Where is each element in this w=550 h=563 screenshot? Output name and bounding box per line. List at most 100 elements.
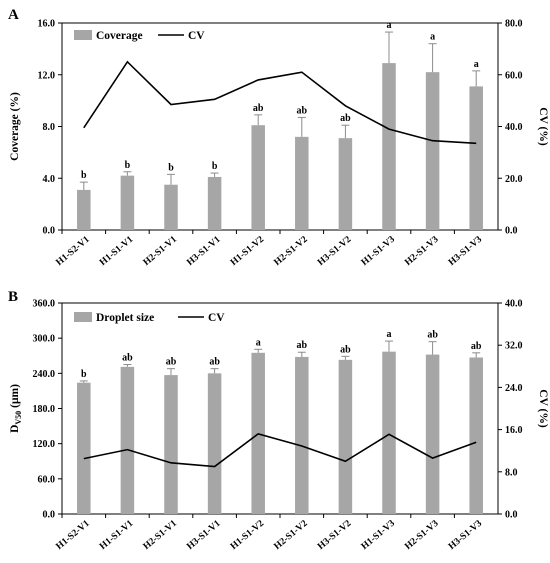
panel-a-y2-axis-label: CV (%) — [537, 107, 549, 146]
bar — [251, 125, 265, 230]
bar — [382, 63, 396, 231]
y-tick-label: 360.0 — [33, 299, 56, 310]
legend-droplet-size-swatch — [74, 312, 92, 322]
panel-b-chart: B 0.0 60.0 120.0 180.0 240.0 300.0 360.0 0.0 8.0… — [8, 289, 549, 552]
legend-droplet-size-label: Droplet size — [96, 312, 154, 324]
x-category-label: H1-S2-V1 — [55, 518, 92, 552]
panel-b-y2-axis-label: CV (%) — [537, 389, 549, 428]
y2-tick-label: 20.0 — [505, 174, 523, 185]
y2-tick-label: 8.0 — [505, 467, 518, 478]
x-category-label: H2-S1-V2 — [273, 518, 310, 552]
y2-tick-label: 60.0 — [505, 70, 523, 81]
significance-label: a — [430, 32, 435, 43]
y2-tick-label: 16.0 — [505, 425, 523, 436]
bar — [295, 356, 309, 514]
y-tick-label: 180.0 — [33, 404, 56, 415]
significance-label: a — [256, 337, 261, 348]
y-tick-label: 16.0 — [38, 19, 56, 30]
significance-label: ab — [253, 103, 264, 114]
x-category-label: H3-S1-V2 — [316, 518, 353, 552]
x-category-label: H1-S1-V2 — [229, 518, 266, 552]
panel-a-letter: A — [8, 7, 19, 23]
x-category-label: H1-S1-V1 — [98, 518, 135, 552]
y2-tick-label: 0.0 — [505, 226, 518, 237]
significance-label: ab — [471, 341, 482, 352]
x-category-label: H1-S1-V1 — [98, 234, 135, 268]
x-category-label: H3-S1-V2 — [316, 234, 353, 268]
significance-label: ab — [297, 105, 308, 116]
significance-label: ab — [122, 353, 133, 364]
y-tick-label: 12.0 — [38, 70, 56, 81]
y-tick-label: 300.0 — [33, 334, 56, 345]
bar — [338, 359, 353, 514]
bar — [164, 375, 178, 514]
panel-a-cv-line — [83, 60, 477, 145]
bar — [425, 72, 440, 230]
y2-tick-label: 32.0 — [505, 341, 523, 352]
x-category-label: H2-S1-V1 — [142, 234, 179, 268]
significance-label: ab — [427, 330, 438, 341]
significance-label: b — [212, 161, 218, 172]
bar — [382, 351, 396, 514]
y-tick-label: 240.0 — [33, 369, 56, 380]
bar — [295, 136, 309, 230]
bar — [338, 138, 353, 230]
x-category-label: H1-S2-V1 — [55, 234, 92, 268]
bar — [207, 176, 222, 230]
bar — [77, 189, 91, 230]
x-category-label: H1-S1-V3 — [360, 518, 397, 552]
y2-tick-label: 80.0 — [505, 19, 523, 30]
significance-label: ab — [340, 344, 351, 355]
cv-line-path — [83, 432, 477, 468]
panel-a-y-axis-label: Coverage (%) — [9, 92, 21, 161]
x-category-label: H2-S1-V3 — [403, 234, 440, 268]
significance-label: a — [387, 20, 392, 31]
y-label-subscript: V50 — [14, 411, 23, 425]
significance-label: ab — [209, 357, 220, 368]
y2-tick-label: 40.0 — [505, 299, 523, 310]
bar — [120, 366, 135, 514]
y-tick-label: 120.0 — [33, 439, 56, 450]
significance-label: ab — [166, 357, 177, 368]
x-category-label: H1-S1-V3 — [360, 234, 397, 268]
bar — [469, 357, 483, 514]
panel-a-chart: A 0.0 4.0 8.0 12.0 16.0 0.0 20.0 40.0 60.0 80.0 H1… — [8, 7, 549, 268]
y-tick-label: 60.0 — [38, 474, 56, 485]
bar — [77, 382, 91, 514]
y2-tick-label: 24.0 — [505, 383, 523, 394]
bar — [469, 86, 483, 230]
bar — [120, 175, 135, 230]
panel-a-axes: 0.0 4.0 8.0 12.0 16.0 0.0 20.0 40.0 60.0 80.0 H1-S… — [38, 19, 523, 269]
panel-a-legend: Coverage CV — [74, 30, 205, 42]
panel-b-cv-line — [83, 432, 477, 468]
x-category-label: H3-S1-V1 — [185, 234, 222, 268]
y-tick-label: 4.0 — [43, 174, 56, 185]
cv-line-path — [83, 60, 477, 145]
legend-coverage-swatch — [74, 30, 92, 40]
y-tick-label: 8.0 — [43, 122, 56, 133]
x-category-label: H3-S1-V3 — [447, 518, 484, 552]
significance-label: b — [125, 160, 131, 171]
significance-label: ab — [297, 340, 308, 351]
significance-label: b — [168, 162, 174, 173]
significance-label: a — [474, 59, 479, 70]
x-category-label: H2-S1-V1 — [142, 518, 179, 552]
panel-b-legend: Droplet size CV — [74, 312, 225, 324]
x-category-label: H2-S1-V3 — [403, 518, 440, 552]
x-category-label: H3-S1-V3 — [447, 234, 484, 268]
legend-cv-label: CV — [188, 30, 205, 42]
significance-label: ab — [340, 113, 351, 124]
significance-label: a — [387, 329, 392, 340]
panel-b-y-axis-label: DV50 (μm) — [9, 384, 23, 433]
panel-b-letter: B — [8, 289, 18, 305]
panel-b-bars: b ab ab ab a ab ab a ab ab — [77, 329, 483, 514]
bar — [207, 373, 222, 514]
y2-tick-label: 0.0 — [505, 510, 518, 521]
x-category-label: H3-S1-V1 — [185, 518, 222, 552]
legend-coverage-label: Coverage — [96, 30, 143, 42]
x-category-label: H1-S1-V2 — [229, 234, 266, 268]
y-label-main: D — [9, 425, 21, 433]
y2-tick-label: 40.0 — [505, 122, 523, 133]
bar — [425, 354, 440, 514]
